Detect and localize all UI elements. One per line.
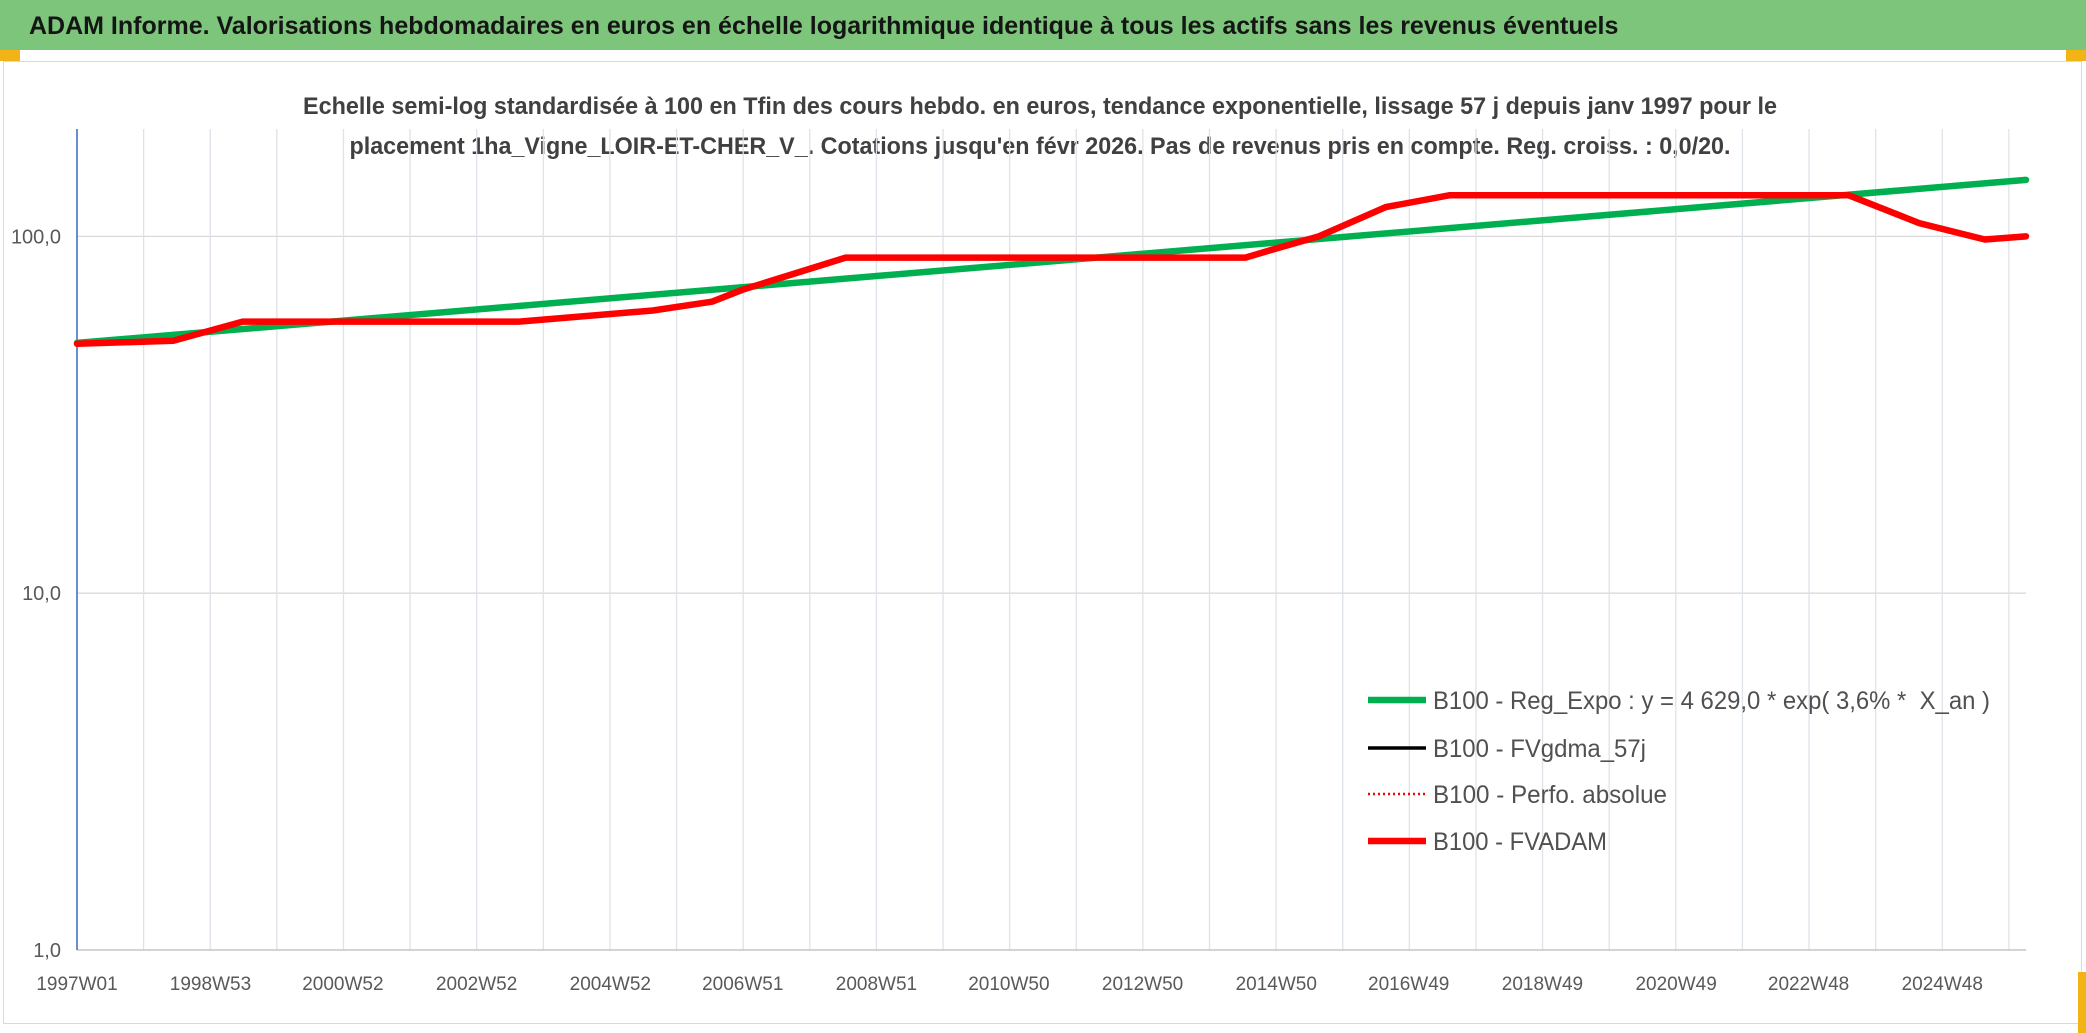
y-tick-label: 100,0 bbox=[11, 226, 61, 248]
x-tick-label: 2018W49 bbox=[1502, 974, 1583, 995]
series-line-b100-reg-expo bbox=[73, 176, 2030, 347]
plot-series bbox=[73, 176, 2030, 348]
y-tick-label: 1,0 bbox=[33, 940, 61, 962]
corner-marker-top-left bbox=[0, 50, 20, 61]
x-tick-label: 2002W52 bbox=[436, 974, 517, 995]
legend-label-reg-expo: B100 - Reg_Expo : y = 4 629,0 * exp( 3,6… bbox=[1433, 687, 1990, 715]
report-title: ADAM Informe. Valorisations hebdomadaire… bbox=[29, 12, 1619, 40]
corner-marker-top-right bbox=[2066, 50, 2086, 61]
x-axis-labels: 1997W01 1998W53 2000W52 2002W52 2004W52 2006W… bbox=[36, 974, 1983, 995]
x-tick-label: 2008W51 bbox=[836, 974, 917, 995]
legend-label-perfo-absolue: B100 - Perfo. absolue bbox=[1433, 781, 1667, 809]
x-tick-label: 1998W53 bbox=[170, 974, 251, 995]
y-tick-label: 10,0 bbox=[22, 583, 61, 605]
series-line-b100-fvadam bbox=[73, 191, 2030, 348]
report-header: ADAM Informe. Valorisations hebdomadaire… bbox=[0, 0, 2086, 50]
legend: B100 - Reg_Expo : y = 4 629,0 * exp( 3,6… bbox=[1368, 687, 1990, 856]
legend-item-fvadam: B100 - FVADAM bbox=[1368, 828, 1607, 856]
x-tick-label: 2020W49 bbox=[1635, 974, 1716, 995]
x-tick-label: 2014W50 bbox=[1236, 974, 1317, 995]
x-tick-label: 2010W50 bbox=[968, 974, 1049, 995]
chart-title-line-1: Echelle semi-log standardisée à 100 en T… bbox=[303, 93, 1777, 120]
legend-item-fvgdma: B100 - FVgdma_57j bbox=[1368, 735, 1646, 763]
x-tick-label: 2004W52 bbox=[570, 974, 651, 995]
x-tick-label: 2006W51 bbox=[702, 974, 783, 995]
legend-label-fvgdma: B100 - FVgdma_57j bbox=[1433, 735, 1646, 763]
chart-title-line-2: placement 1ha_Vigne_LOIR-ET-CHER_V_. Cot… bbox=[350, 133, 1731, 160]
x-tick-label: 1997W01 bbox=[36, 974, 117, 995]
legend-item-reg-expo: B100 - Reg_Expo : y = 4 629,0 * exp( 3,6… bbox=[1368, 687, 1990, 715]
chart-title: Echelle semi-log standardisée à 100 en T… bbox=[303, 93, 1777, 160]
legend-label-fvadam: B100 - FVADAM bbox=[1433, 828, 1607, 856]
corner-marker-bottom-right bbox=[2078, 972, 2086, 1033]
x-tick-label: 2024W48 bbox=[1902, 974, 1983, 995]
x-tick-label: 2016W49 bbox=[1368, 974, 1449, 995]
x-tick-label: 2000W52 bbox=[302, 974, 383, 995]
chart-area bbox=[3, 61, 2082, 1024]
x-tick-label: 2022W48 bbox=[1768, 974, 1849, 995]
legend-item-perfo-absolue: B100 - Perfo. absolue bbox=[1368, 781, 1667, 809]
y-axis-labels: 100,0 10,0 1,0 bbox=[11, 226, 61, 962]
gridlines bbox=[77, 129, 2026, 951]
x-tick-label: 2012W50 bbox=[1102, 974, 1183, 995]
